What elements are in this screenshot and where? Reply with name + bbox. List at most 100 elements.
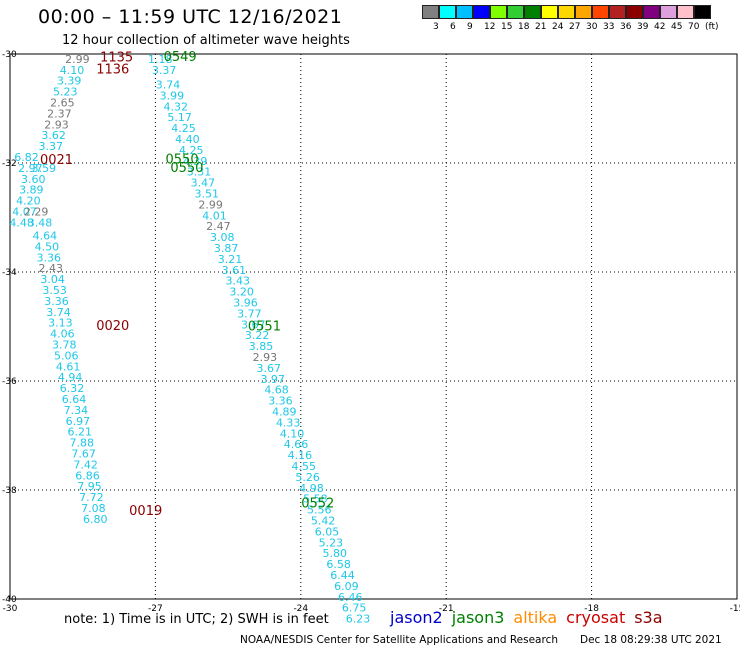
x-tick-label: -15 (730, 604, 740, 614)
satellite-label-s3a: s3a (634, 608, 663, 627)
wave-height-value: 3.78 (52, 338, 77, 351)
wave-height-value: 3.99 (160, 89, 185, 102)
wave-height-value: 2.93 (44, 118, 69, 131)
wave-height-value: 4.89 (272, 406, 297, 419)
wave-height-value: 3.97 (260, 373, 285, 386)
wave-height-value: 6.09 (334, 580, 359, 593)
legend-label-2: 9 (467, 22, 473, 32)
wave-height-value: 2.37 (47, 107, 72, 120)
wave-height-value: 3.08 (210, 231, 235, 244)
y-tick-label: -40 (2, 595, 17, 605)
legend-label-14: 45 (671, 22, 683, 32)
wave-height-value: 3.31 (187, 166, 212, 179)
legend-swatch-4 (490, 5, 507, 19)
legend-label-1: 6 (450, 22, 456, 32)
legend-label-12: 39 (637, 22, 649, 32)
wave-height-value: 7.08 (81, 502, 106, 515)
wave-height-value: 3.21 (218, 253, 243, 266)
satellite-label-jason3: jason3 (451, 608, 505, 627)
wave-height-value: 2.29 (24, 206, 49, 219)
wave-height-value: 4.32 (164, 100, 189, 113)
color-scale-labels: 3 6 9 12 15 18 21 24 27 30 33 36 39 42 45 70 (ft) (422, 22, 740, 34)
wave-height-value: 6.21 (68, 426, 93, 439)
wave-height-value: 4.64 (33, 229, 58, 242)
pass-time-label: 0549 (164, 50, 197, 65)
wave-height-value: 3.43 (226, 275, 251, 288)
legend-swatch-2 (456, 5, 473, 19)
wave-height-value: 4.66 (284, 438, 309, 451)
wave-height-value: 7.95 (77, 480, 102, 493)
satellite-label-altika: altika (513, 608, 558, 627)
legend-label-15: 70 (688, 22, 700, 32)
legend-swatch-6 (524, 5, 541, 19)
altimeter-tracks: 1.183.373.743.994.325.174.254.404.254.39… (9, 50, 370, 625)
wave-height-value: 4.61 (56, 360, 81, 373)
wave-height-value: 4.10 (60, 64, 85, 77)
wave-height-value: 6.44 (330, 569, 355, 582)
wave-height-value: 4.50 (35, 240, 60, 253)
axis-tick-labels: -30 -27 -24 -21 -18 -15 -30 -32 -34 -36 -38 -40 (2, 50, 740, 614)
wave-height-value: 4.20 (16, 195, 41, 208)
legend-label-10: 33 (603, 22, 615, 32)
y-tick-label: -32 (2, 159, 17, 169)
legend-label-5: 18 (518, 22, 530, 32)
wave-height-value: 5.80 (322, 547, 347, 560)
wave-height-value: 6.32 (60, 382, 85, 395)
wave-height-value: 6.64 (62, 393, 87, 406)
wave-height-value: 4.01 (202, 209, 227, 222)
wave-height-value: 6.58 (326, 558, 351, 571)
wave-height-value: 3.74 (46, 306, 71, 319)
pass-time-label: 0550 (166, 153, 199, 168)
legend-swatch-14 (660, 5, 677, 19)
satellite-key: jason2 jason3 altika cryosat s3a (390, 608, 672, 627)
pass-time-label: 0019 (129, 504, 162, 519)
wave-height-value: 2.97 (18, 162, 43, 175)
wave-height-value: 4.39 (183, 155, 208, 168)
satellite-label-cryosat: cryosat (566, 608, 626, 627)
wave-height-value: 5.06 (54, 349, 79, 362)
wave-height-value: 5.56 (307, 504, 332, 517)
wave-height-value: 3.48 (28, 216, 53, 229)
wave-height-value: 6.80 (83, 513, 108, 526)
wave-height-value: 2.43 (38, 262, 63, 275)
wave-height-value: 4.25 (171, 122, 196, 135)
lat-lon-grid (10, 54, 737, 599)
wave-height-value: 4.25 (179, 144, 204, 157)
wave-height-value: 3.36 (44, 295, 69, 308)
wave-height-value: 3.67 (257, 362, 282, 375)
footnote: note: 1) Time is in UTC; 2) SWH is in fe… (64, 612, 329, 627)
legend-label-3: 12 (484, 22, 496, 32)
x-tick-label: -27 (148, 604, 163, 614)
legend-label-6: 21 (535, 22, 547, 32)
satellite-label-jason2: jason2 (390, 608, 443, 627)
wave-height-value: 6.82 (14, 151, 39, 164)
wave-height-value: 2.93 (253, 351, 278, 364)
legend-swatch-5 (507, 5, 524, 19)
wave-height-value: 3.37 (152, 64, 177, 77)
track-0: 1.183.373.743.994.325.174.254.404.254.39… (148, 50, 370, 625)
legend-label-9: 30 (586, 22, 598, 32)
wave-height-value: 3.67 (241, 318, 266, 331)
wave-height-value: 4.68 (264, 384, 289, 397)
wave-height-value: 2.65 (50, 97, 75, 110)
wave-height-value: 7.72 (79, 491, 104, 504)
wave-height-value: 2.99 (65, 53, 90, 66)
wave-height-value: 2.99 (198, 198, 223, 211)
wave-height-value: 7.42 (73, 458, 98, 471)
wave-height-value: 5.26 (295, 471, 320, 484)
wave-height-value: 6.97 (66, 415, 91, 428)
track-1: 2.994.103.395.232.652.372.933.623.376.82… (9, 51, 162, 526)
wave-height-value: 3.74 (156, 79, 181, 92)
pass-time-label: 0020 (96, 319, 129, 334)
wave-height-value: 3.96 (233, 297, 258, 310)
wave-height-value: 6.86 (75, 469, 100, 482)
wave-height-value: 7.67 (71, 447, 96, 460)
wave-height-value: 6.05 (315, 525, 340, 538)
x-tick-label: -24 (293, 604, 308, 614)
wave-height-value: 4.16 (288, 449, 313, 462)
y-tick-label: -38 (2, 486, 17, 496)
wave-height-value: 4.48 (9, 216, 34, 229)
wave-height-value: 6.23 (346, 613, 371, 626)
wave-height-value: 3.62 (41, 129, 66, 142)
